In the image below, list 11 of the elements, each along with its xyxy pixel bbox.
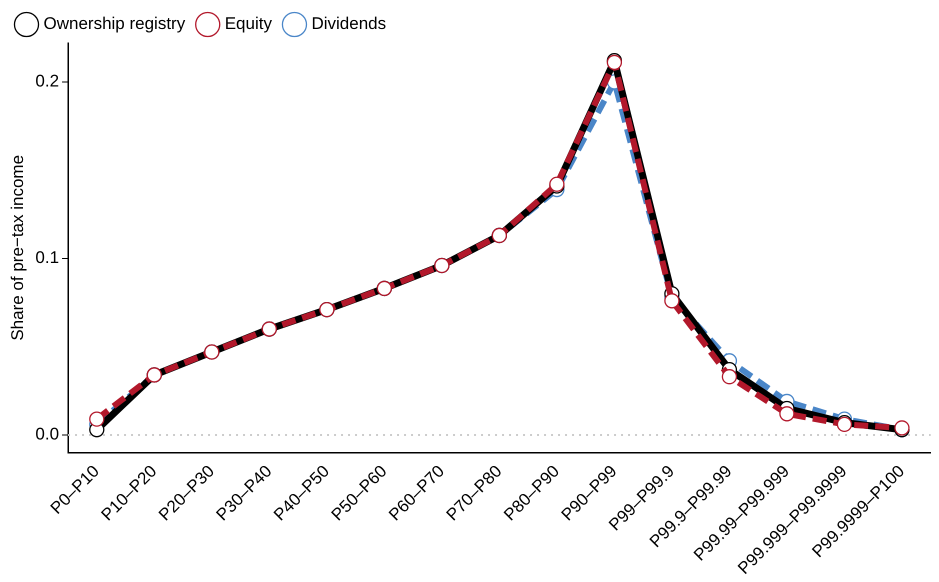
y-tick-label: 0.1 [35,248,60,268]
y-axis-title: Share of pre−tax income [8,154,27,341]
legend-label: Ownership registry [44,14,186,34]
legend-label: Dividends [311,14,386,34]
y-tick-label: 0.2 [35,72,60,91]
point [89,411,104,427]
y-tick-label: 0.0 [35,424,60,444]
point [779,406,795,422]
point [722,369,738,384]
legend-label: Equity [224,14,272,34]
point [664,293,680,308]
